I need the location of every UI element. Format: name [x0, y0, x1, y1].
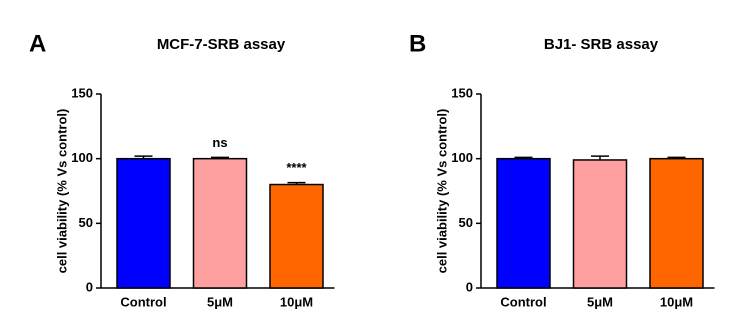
y-tick-label: 150 [451, 85, 473, 100]
chart-title: MCF-7-SRB assay [157, 36, 286, 53]
chart-title: BJ1- SRB assay [544, 36, 659, 53]
bar [192, 157, 248, 289]
panel-label: B [409, 30, 426, 57]
y-tick-label: 50 [459, 215, 473, 230]
x-tick-label: 10μM [280, 294, 313, 309]
x-tick-label: 5μM [207, 294, 233, 309]
y-tick-label: 100 [451, 150, 473, 165]
error-bar [514, 156, 533, 159]
y-axis-label: cell viability (% Vs control) [434, 109, 449, 274]
y-axis-label: cell viability (% Vs control) [54, 109, 69, 274]
x-tick-label: Control [500, 294, 546, 309]
y-tick-label: 150 [71, 85, 93, 100]
error-bar [667, 156, 686, 159]
error-bar [211, 156, 229, 159]
bar [496, 157, 551, 289]
error-bar [134, 155, 153, 159]
bar [649, 157, 704, 289]
x-tick-label: 5μM [587, 294, 613, 309]
error-bar [287, 181, 306, 185]
x-tick-label: Control [120, 294, 166, 309]
significance-label: ns [212, 135, 227, 150]
significance-label: **** [286, 160, 307, 175]
panel-label: A [29, 30, 46, 57]
x-tick-label: 10μM [660, 294, 693, 309]
bar [116, 157, 171, 289]
y-tick-label: 0 [466, 279, 473, 294]
bar [269, 183, 324, 289]
y-tick-label: 100 [71, 150, 93, 165]
y-tick-label: 50 [79, 215, 93, 230]
error-bar [591, 155, 609, 160]
y-tick-label: 0 [86, 279, 93, 294]
bar [572, 159, 628, 289]
